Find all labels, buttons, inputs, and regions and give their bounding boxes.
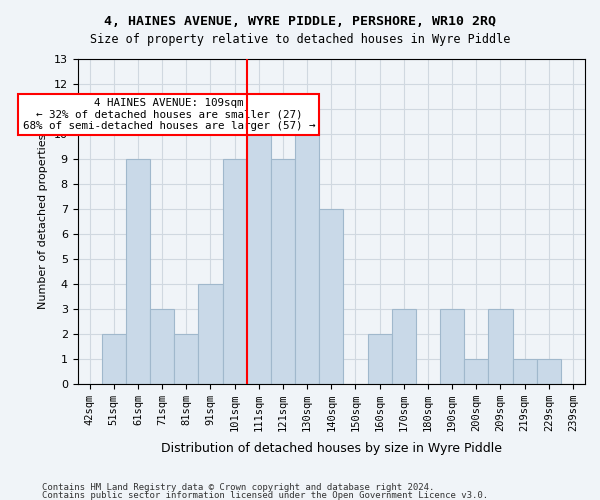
Text: 4 HAINES AVENUE: 109sqm
← 32% of detached houses are smaller (27)
68% of semi-de: 4 HAINES AVENUE: 109sqm ← 32% of detache… (23, 98, 315, 131)
Bar (488, 308, 512, 384)
X-axis label: Distribution of detached houses by size in Wyre Piddle: Distribution of detached houses by size … (161, 442, 502, 455)
Text: 4, HAINES AVENUE, WYRE PIDDLE, PERSHORE, WR10 2RQ: 4, HAINES AVENUE, WYRE PIDDLE, PERSHORE,… (104, 15, 496, 28)
Bar (368, 334, 392, 384)
Text: Contains HM Land Registry data © Crown copyright and database right 2024.: Contains HM Land Registry data © Crown c… (42, 484, 434, 492)
Bar (223, 159, 247, 384)
Bar (392, 308, 416, 384)
Text: Contains public sector information licensed under the Open Government Licence v3: Contains public sector information licen… (42, 491, 488, 500)
Bar (102, 334, 126, 384)
Bar (440, 308, 464, 384)
Bar (247, 109, 271, 384)
Bar (271, 159, 295, 384)
Text: Size of property relative to detached houses in Wyre Piddle: Size of property relative to detached ho… (90, 32, 510, 46)
Y-axis label: Number of detached properties: Number of detached properties (38, 134, 48, 309)
Bar (199, 284, 223, 384)
Bar (319, 209, 343, 384)
Bar (174, 334, 199, 384)
Bar (126, 159, 150, 384)
Bar (295, 109, 319, 384)
Bar (464, 358, 488, 384)
Bar (150, 308, 174, 384)
Bar (536, 358, 561, 384)
Bar (512, 358, 536, 384)
